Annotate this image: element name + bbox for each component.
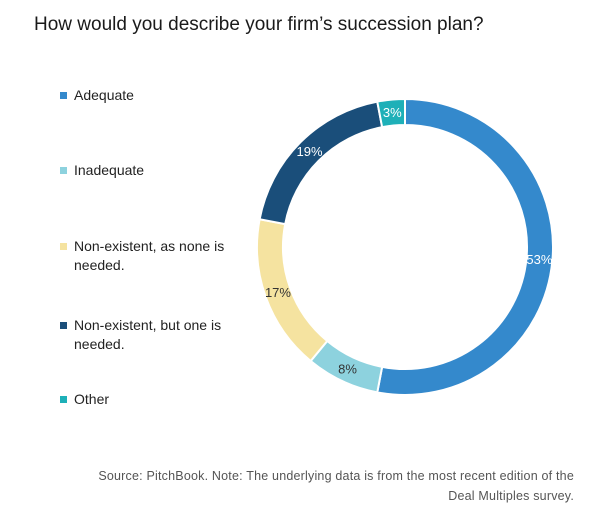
data-label-inadequate: 8% — [338, 362, 357, 377]
legend-label: Adequate — [74, 87, 134, 103]
legend-swatch — [60, 243, 67, 250]
legend-swatch — [60, 167, 67, 174]
legend-label: Non-existent, as none is needed. — [74, 238, 225, 273]
donut-slices — [256, 97, 554, 396]
legend-label: Other — [74, 391, 110, 407]
legend-swatch — [60, 322, 67, 329]
legend-item-other: Other — [60, 390, 252, 409]
legend-label: Non-existent, but one is needed. — [74, 317, 222, 352]
data-label-non-existent-but-one-is-needed: 19% — [297, 144, 323, 159]
legend-swatch — [60, 396, 67, 403]
chart-title: How would you describe your firm’s succe… — [34, 14, 484, 35]
donut-slice-non-existent-but-one-is-needed — [258, 100, 384, 226]
donut-slice-adequate — [376, 97, 554, 396]
legend-item-adequate: Adequate — [60, 86, 252, 105]
data-label-adequate: 53% — [526, 252, 552, 267]
legend-swatch — [60, 92, 67, 99]
data-label-other: 3% — [383, 105, 402, 120]
data-label-non-existent-as-none-is-needed: 17% — [265, 285, 291, 300]
donut-slice-other — [376, 97, 406, 129]
legend-item-non-existent-not-needed: Non-existent, as none is needed. — [60, 237, 252, 275]
source-note: Source: PitchBook. Note: The underlying … — [98, 469, 574, 503]
donut-chart: 53% 8% 17% 19% 3% — [256, 97, 554, 396]
legend-item-non-existent-needed: Non-existent, but one is needed. — [60, 316, 252, 354]
legend-item-inadequate: Inadequate — [60, 161, 252, 180]
donut-labels: 53% 8% 17% 19% 3% — [265, 105, 553, 377]
legend-label: Inadequate — [74, 162, 145, 178]
